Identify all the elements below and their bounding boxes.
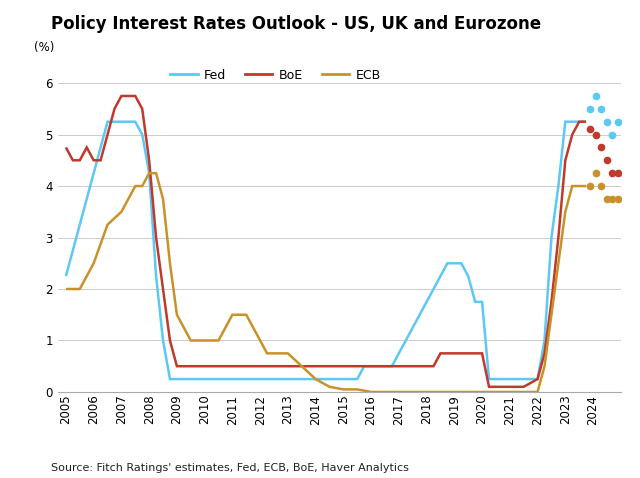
Text: Source: Fitch Ratings' estimates, Fed, ECB, BoE, Haver Analytics: Source: Fitch Ratings' estimates, Fed, E… <box>51 463 409 473</box>
Text: Policy Interest Rates Outlook - US, UK and Eurozone: Policy Interest Rates Outlook - US, UK a… <box>51 15 541 33</box>
Legend: Fed, BoE, ECB: Fed, BoE, ECB <box>165 64 386 87</box>
Text: (%): (%) <box>35 41 55 54</box>
